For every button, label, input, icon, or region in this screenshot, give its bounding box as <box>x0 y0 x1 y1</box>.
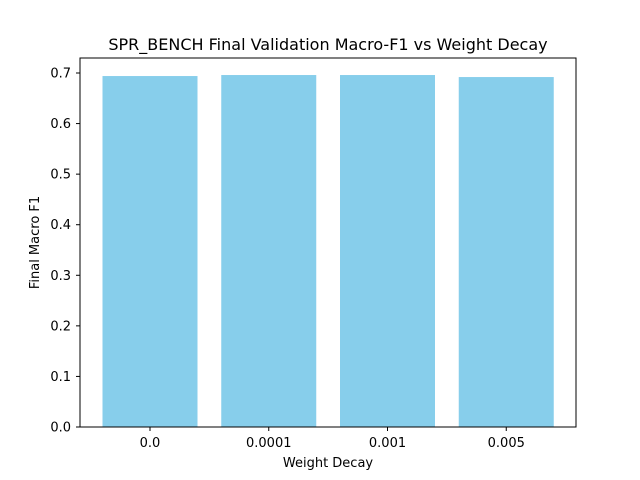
y-tick-label: 0.5 <box>50 168 71 183</box>
x-tick-label: 0.0 <box>140 436 161 451</box>
y-tick-label: 0.2 <box>50 319 71 334</box>
bar-0.005 <box>458 77 554 427</box>
x-axis-label: Weight Decay <box>283 456 374 471</box>
x-tick-label: 0.0001 <box>246 436 292 451</box>
plot-frame <box>79 57 577 428</box>
y-tick-label: 0.7 <box>50 67 71 82</box>
chart-title: SPR_BENCH Final Validation Macro-F1 vs W… <box>108 35 547 55</box>
y-ticks-group: 0.0 0.1 0.2 0.3 0.4 0.5 0.6 0.7 <box>50 67 80 436</box>
y-tick-label: 0.0 <box>50 421 71 436</box>
x-tick-label: 0.001 <box>369 436 406 451</box>
y-tick-label: 0.3 <box>50 269 71 284</box>
bars-group <box>102 75 554 427</box>
y-tick-label: 0.1 <box>50 370 71 385</box>
x-ticks-group: 0.0 0.0001 0.001 0.005 <box>140 427 525 451</box>
bar-0.0001 <box>221 75 317 427</box>
y-tick-label: 0.4 <box>50 218 71 233</box>
y-tick-label: 0.6 <box>50 117 71 132</box>
bar-0.001 <box>340 75 435 427</box>
x-tick-label: 0.005 <box>488 436 525 451</box>
bar-0.0 <box>102 76 198 427</box>
y-axis-label: Final Macro F1 <box>28 196 43 289</box>
